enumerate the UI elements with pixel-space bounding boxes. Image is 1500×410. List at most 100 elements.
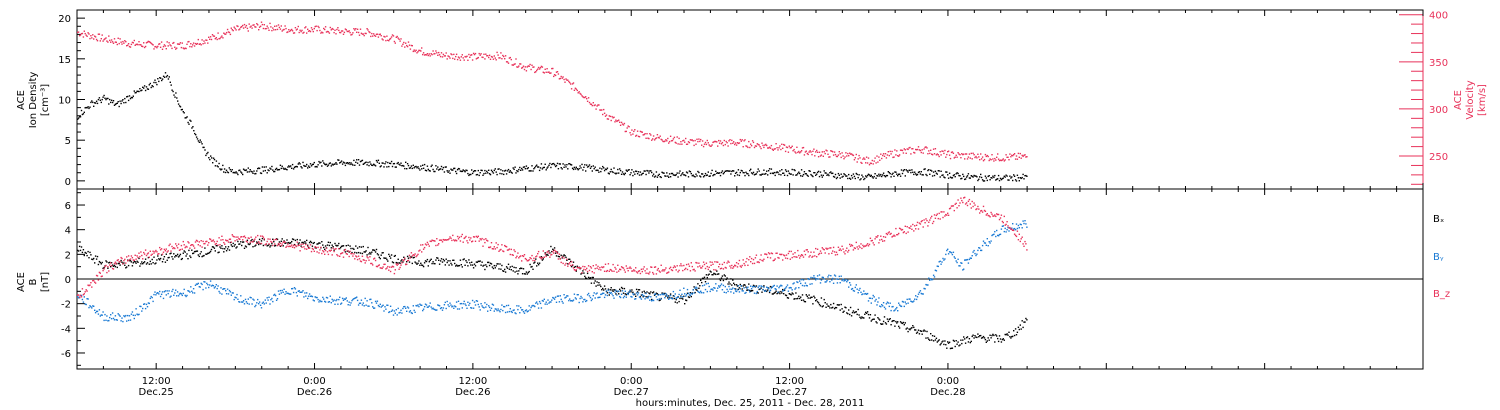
bx-series-point (552, 248, 554, 250)
velocity-series-point (481, 56, 483, 58)
density-series-point (113, 104, 116, 106)
by-series-point (592, 294, 594, 297)
bz-series-point (424, 243, 427, 245)
bx-series-point (521, 273, 524, 275)
density-series-point (421, 168, 423, 170)
velocity-axis-title-3: [km/s] (1477, 84, 1488, 116)
bz-series-point (162, 251, 165, 253)
density-series-point (691, 175, 693, 177)
velocity-series-point (766, 144, 768, 147)
bx-series-point (985, 341, 987, 343)
by-series-point (126, 320, 128, 322)
density-series-point (920, 171, 922, 173)
by-series-point (699, 292, 701, 294)
bx-series-point (166, 259, 168, 261)
density-series-point (1013, 174, 1015, 176)
bz-series-point (471, 241, 473, 243)
bz-series-point (625, 265, 627, 267)
density-series-point (634, 173, 636, 175)
bx-series-point (636, 291, 639, 293)
velocity-series-point (206, 39, 208, 41)
bx-series-point (823, 298, 825, 301)
bx-series-point (533, 262, 535, 264)
bx-series-point (711, 274, 713, 276)
velocity-series-point (382, 39, 384, 41)
by-series-point (430, 306, 432, 308)
by-series-point (925, 283, 927, 286)
by-series-point (1019, 223, 1021, 225)
bz-series-point (624, 271, 626, 273)
velocity-series-point (192, 44, 194, 46)
by-series-point (838, 275, 840, 278)
density-series-point (736, 174, 739, 176)
by-series-point (882, 305, 884, 307)
by-series-point (616, 294, 618, 296)
density-series-point (668, 173, 671, 175)
velocity-series-point (863, 157, 865, 159)
density-series-point (812, 175, 814, 178)
density-series-point (227, 171, 230, 174)
density-series-point (114, 103, 117, 106)
bx-series-point (561, 257, 563, 259)
density-series-point (877, 175, 879, 177)
bz-series-point (578, 267, 580, 269)
by-series-point (488, 306, 491, 309)
density-series-point (559, 163, 561, 165)
bz-series-point (210, 240, 213, 242)
velocity-series-point (562, 76, 564, 78)
bz-series-point (209, 238, 211, 240)
bx-series-point (288, 241, 290, 244)
bz-series-point (438, 243, 440, 245)
velocity-series-point (1026, 156, 1028, 158)
by-series-point (227, 293, 230, 295)
density-series-point (690, 172, 692, 175)
by-series-point (690, 292, 692, 295)
density-series-point (683, 174, 685, 176)
velocity-series-point (329, 26, 331, 29)
bx-series-point (110, 266, 112, 268)
bz-series-point (537, 253, 539, 255)
bx-series-point (695, 288, 697, 291)
velocity-series-point (375, 33, 378, 35)
by-series-point (931, 278, 934, 281)
bz-series-point (458, 236, 461, 238)
by-series-point (149, 297, 151, 300)
bx-series-point (123, 262, 125, 264)
bz-series-point (630, 267, 632, 270)
by-series-point (387, 304, 389, 306)
velocity-series-point (176, 43, 179, 45)
bx-series-point (364, 251, 366, 253)
by-series-point (405, 307, 407, 309)
velocity-series-point (851, 154, 854, 156)
velocity-series-point (765, 143, 767, 146)
density-series-point (458, 168, 461, 170)
by-series-point (317, 298, 319, 301)
velocity-series-point (577, 92, 579, 94)
velocity-series-point (817, 156, 820, 158)
velocity-series-point (963, 153, 965, 155)
bz-series-point (442, 238, 445, 241)
density-series-point (974, 175, 976, 177)
velocity-series-point (361, 33, 364, 35)
bz-series-point (678, 269, 680, 272)
velocity-series-point (77, 31, 79, 34)
velocity-series-point (369, 31, 371, 34)
bz-series-point (91, 286, 93, 288)
bz-series (77, 196, 1028, 298)
velocity-series-point (1010, 156, 1012, 158)
density-series-point (449, 172, 451, 174)
by-series-point (162, 297, 165, 300)
velocity-axis-title-2: Velocity (1465, 80, 1476, 119)
velocity-series-point (264, 28, 266, 30)
bx-series-point (383, 257, 385, 259)
by-series-point (993, 233, 995, 235)
bz-series-point (682, 269, 684, 272)
density-series-point (237, 173, 239, 176)
density-series-point (636, 173, 639, 175)
by-series-point (564, 297, 566, 299)
density-series-point (274, 168, 277, 171)
velocity-series-point (711, 144, 713, 146)
by-series-point (336, 298, 338, 301)
density-series-point (329, 162, 331, 164)
bz-series-point (108, 270, 110, 272)
